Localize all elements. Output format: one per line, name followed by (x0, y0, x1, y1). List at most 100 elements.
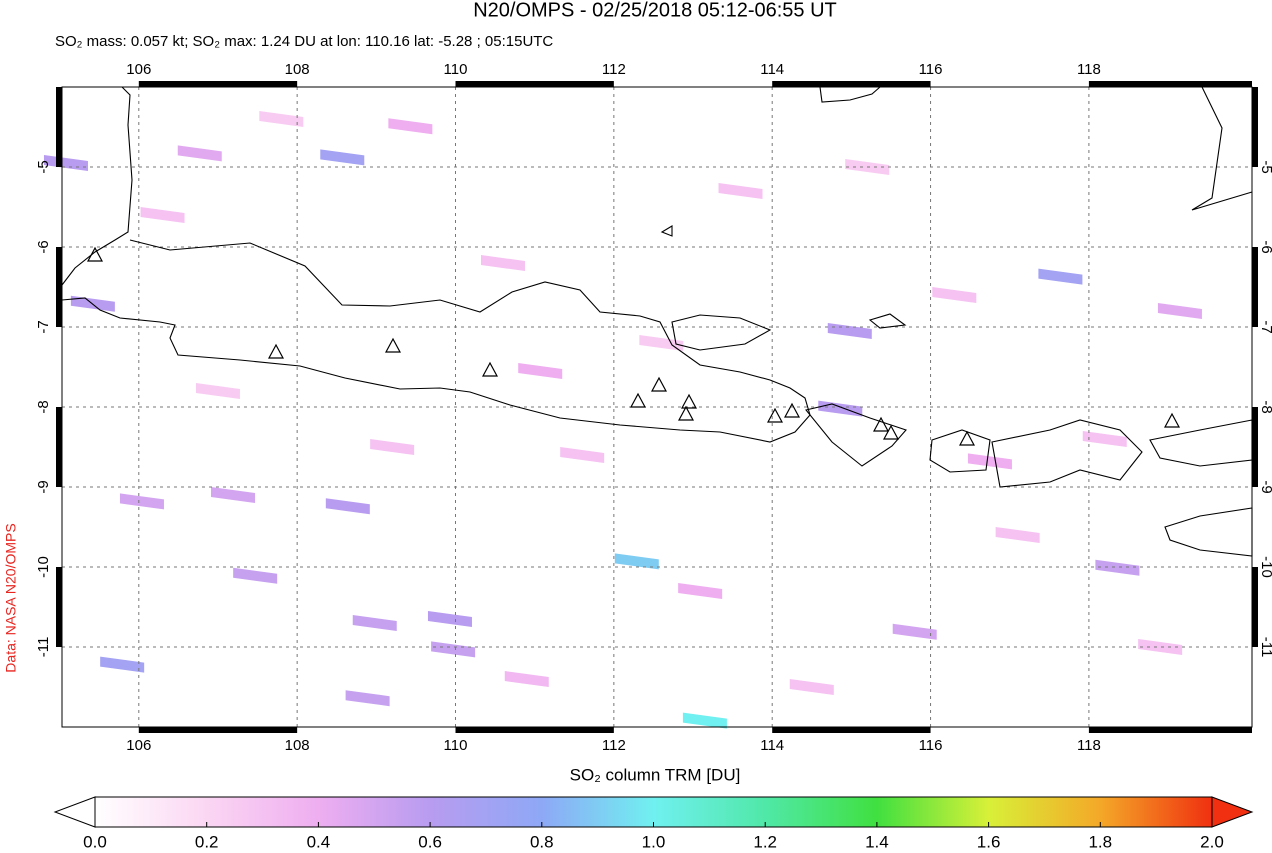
x-tick-label-top: 118 (1077, 61, 1101, 78)
so2-pixel (1138, 639, 1183, 655)
y-tick-label-left: -5 (35, 160, 52, 173)
pixel-layer (43, 111, 1202, 729)
so2-pixel (560, 447, 605, 463)
so2-pixel (119, 493, 164, 510)
colorbar-tick-label: 1.0 (642, 832, 666, 851)
frame-bar (1252, 87, 1258, 167)
colorbar-tick-label: 0.8 (530, 832, 554, 851)
so2-pixel (1082, 431, 1127, 447)
so2-pixel (195, 383, 240, 399)
so2-pixel (818, 400, 863, 417)
frame-bar (1088, 727, 1252, 733)
colorbar-tick-label: 1.2 (753, 832, 777, 851)
frame-bar (772, 727, 931, 733)
x-tick-label-bottom: 116 (919, 737, 943, 754)
colorbar-under (53, 796, 96, 828)
colorbar: 0.0 0.2 0.4 0.6 0.8 1.0 1.2 1.4 1.6 1.8 2.0 (53, 796, 1254, 851)
frame-bars (56, 81, 1258, 733)
y-tick-label-left: -10 (35, 556, 52, 578)
so2-pixel (259, 111, 304, 127)
x-tick-label-top: 110 (444, 61, 468, 78)
frame-bar (138, 727, 298, 733)
y-tick-label-left: -11 (35, 637, 52, 658)
credit: Data: NASA N20/OMPS (3, 523, 19, 672)
so2-pixel (345, 690, 390, 707)
colorbar-tick-label: 1.8 (1088, 832, 1112, 851)
y-tick-label-right: -6 (1258, 240, 1272, 253)
x-tick-label-bottom: 114 (760, 737, 784, 754)
grid-layer (62, 87, 1252, 727)
so2-pixel (352, 615, 397, 631)
so2-pixel (504, 671, 549, 687)
coastline (991, 419, 1143, 488)
so2-pixel (427, 611, 472, 627)
coastline (1191, 86, 1253, 211)
frame-bar (56, 247, 62, 327)
frame-bar (138, 81, 298, 87)
colorbar-over (1211, 796, 1254, 828)
y-tick-label-right: -11 (1258, 637, 1272, 658)
coastline (660, 225, 907, 329)
so2-pixel (481, 255, 526, 271)
ticks-layer: 106 106 108 108 110 110 112 112 114 114 116 116 118 1… (35, 61, 1272, 754)
frame-bar (56, 407, 62, 487)
coastline (61, 239, 811, 443)
frame-bar (56, 87, 62, 167)
so2-pixel (1038, 268, 1083, 285)
coastline (61, 86, 133, 286)
x-tick-label-bottom: 112 (602, 737, 626, 754)
title: N20/OMPS - 02/25/2018 05:12-06:55 UT (473, 0, 837, 21)
subtitle: SO₂ mass: 0.057 kt; SO₂ max: 1.24 DU at … (55, 33, 553, 50)
frame-bar (1088, 81, 1252, 87)
x-tick-label-top: 114 (760, 61, 784, 78)
so2-pixel (678, 583, 723, 599)
colorbar-tick-label: 0.6 (418, 832, 442, 851)
so2-pixel (892, 623, 937, 640)
x-tick-label-top: 108 (285, 61, 310, 78)
so2-pixel (370, 439, 415, 455)
frame-bar (455, 727, 614, 733)
so2-pixel (995, 527, 1040, 543)
x-tick-label-bottom: 110 (444, 737, 468, 754)
y-tick-label-right: -9 (1258, 480, 1272, 493)
x-tick-label-bottom: 106 (126, 737, 151, 754)
so2-pixel (639, 335, 684, 351)
frame-bar (1252, 407, 1258, 487)
so2-pixel (325, 498, 370, 515)
y-tick-label-left: -9 (35, 480, 52, 493)
colorbar-label: SO₂ column TRM [DU] (570, 765, 741, 784)
coastline (805, 403, 907, 467)
so2-pixel (827, 323, 872, 339)
colorbar-tick-label: 0.2 (195, 832, 219, 851)
x-tick-label-top: 106 (126, 61, 151, 78)
so2-pixel (233, 567, 278, 584)
frame-bar (772, 81, 931, 87)
frame-bar (56, 567, 62, 647)
so2-pixel (932, 287, 977, 303)
so2-pixel (177, 145, 222, 162)
y-tick-label-right: -7 (1258, 320, 1272, 333)
so2-pixel (211, 487, 256, 503)
colorbar-tick-label: 0.4 (307, 832, 331, 851)
frame-bar (1252, 247, 1258, 327)
x-tick-label-top: 112 (602, 61, 626, 78)
coastline (1164, 507, 1253, 557)
x-tick-label-bottom: 108 (285, 737, 310, 754)
so2-pixel (100, 656, 145, 673)
coastline (819, 86, 881, 103)
so2-pixel (682, 712, 727, 729)
coastline (929, 429, 991, 473)
colorbar-tick-label: 1.4 (865, 832, 889, 851)
frame-bar (455, 81, 614, 87)
colorbar-tick-label: 1.6 (977, 832, 1001, 851)
so2-pixel (1157, 303, 1202, 319)
so2-pixel (518, 363, 563, 379)
coastline (671, 314, 772, 351)
so2-pixel (140, 207, 185, 223)
volcano (86, 246, 1181, 446)
colorbar-tick-label: 2.0 (1200, 832, 1224, 851)
y-tick-label-left: -8 (35, 400, 52, 413)
y-tick-label-left: -6 (35, 240, 52, 253)
x-tick-label-top: 116 (919, 61, 943, 78)
so2-pixel (967, 453, 1012, 470)
